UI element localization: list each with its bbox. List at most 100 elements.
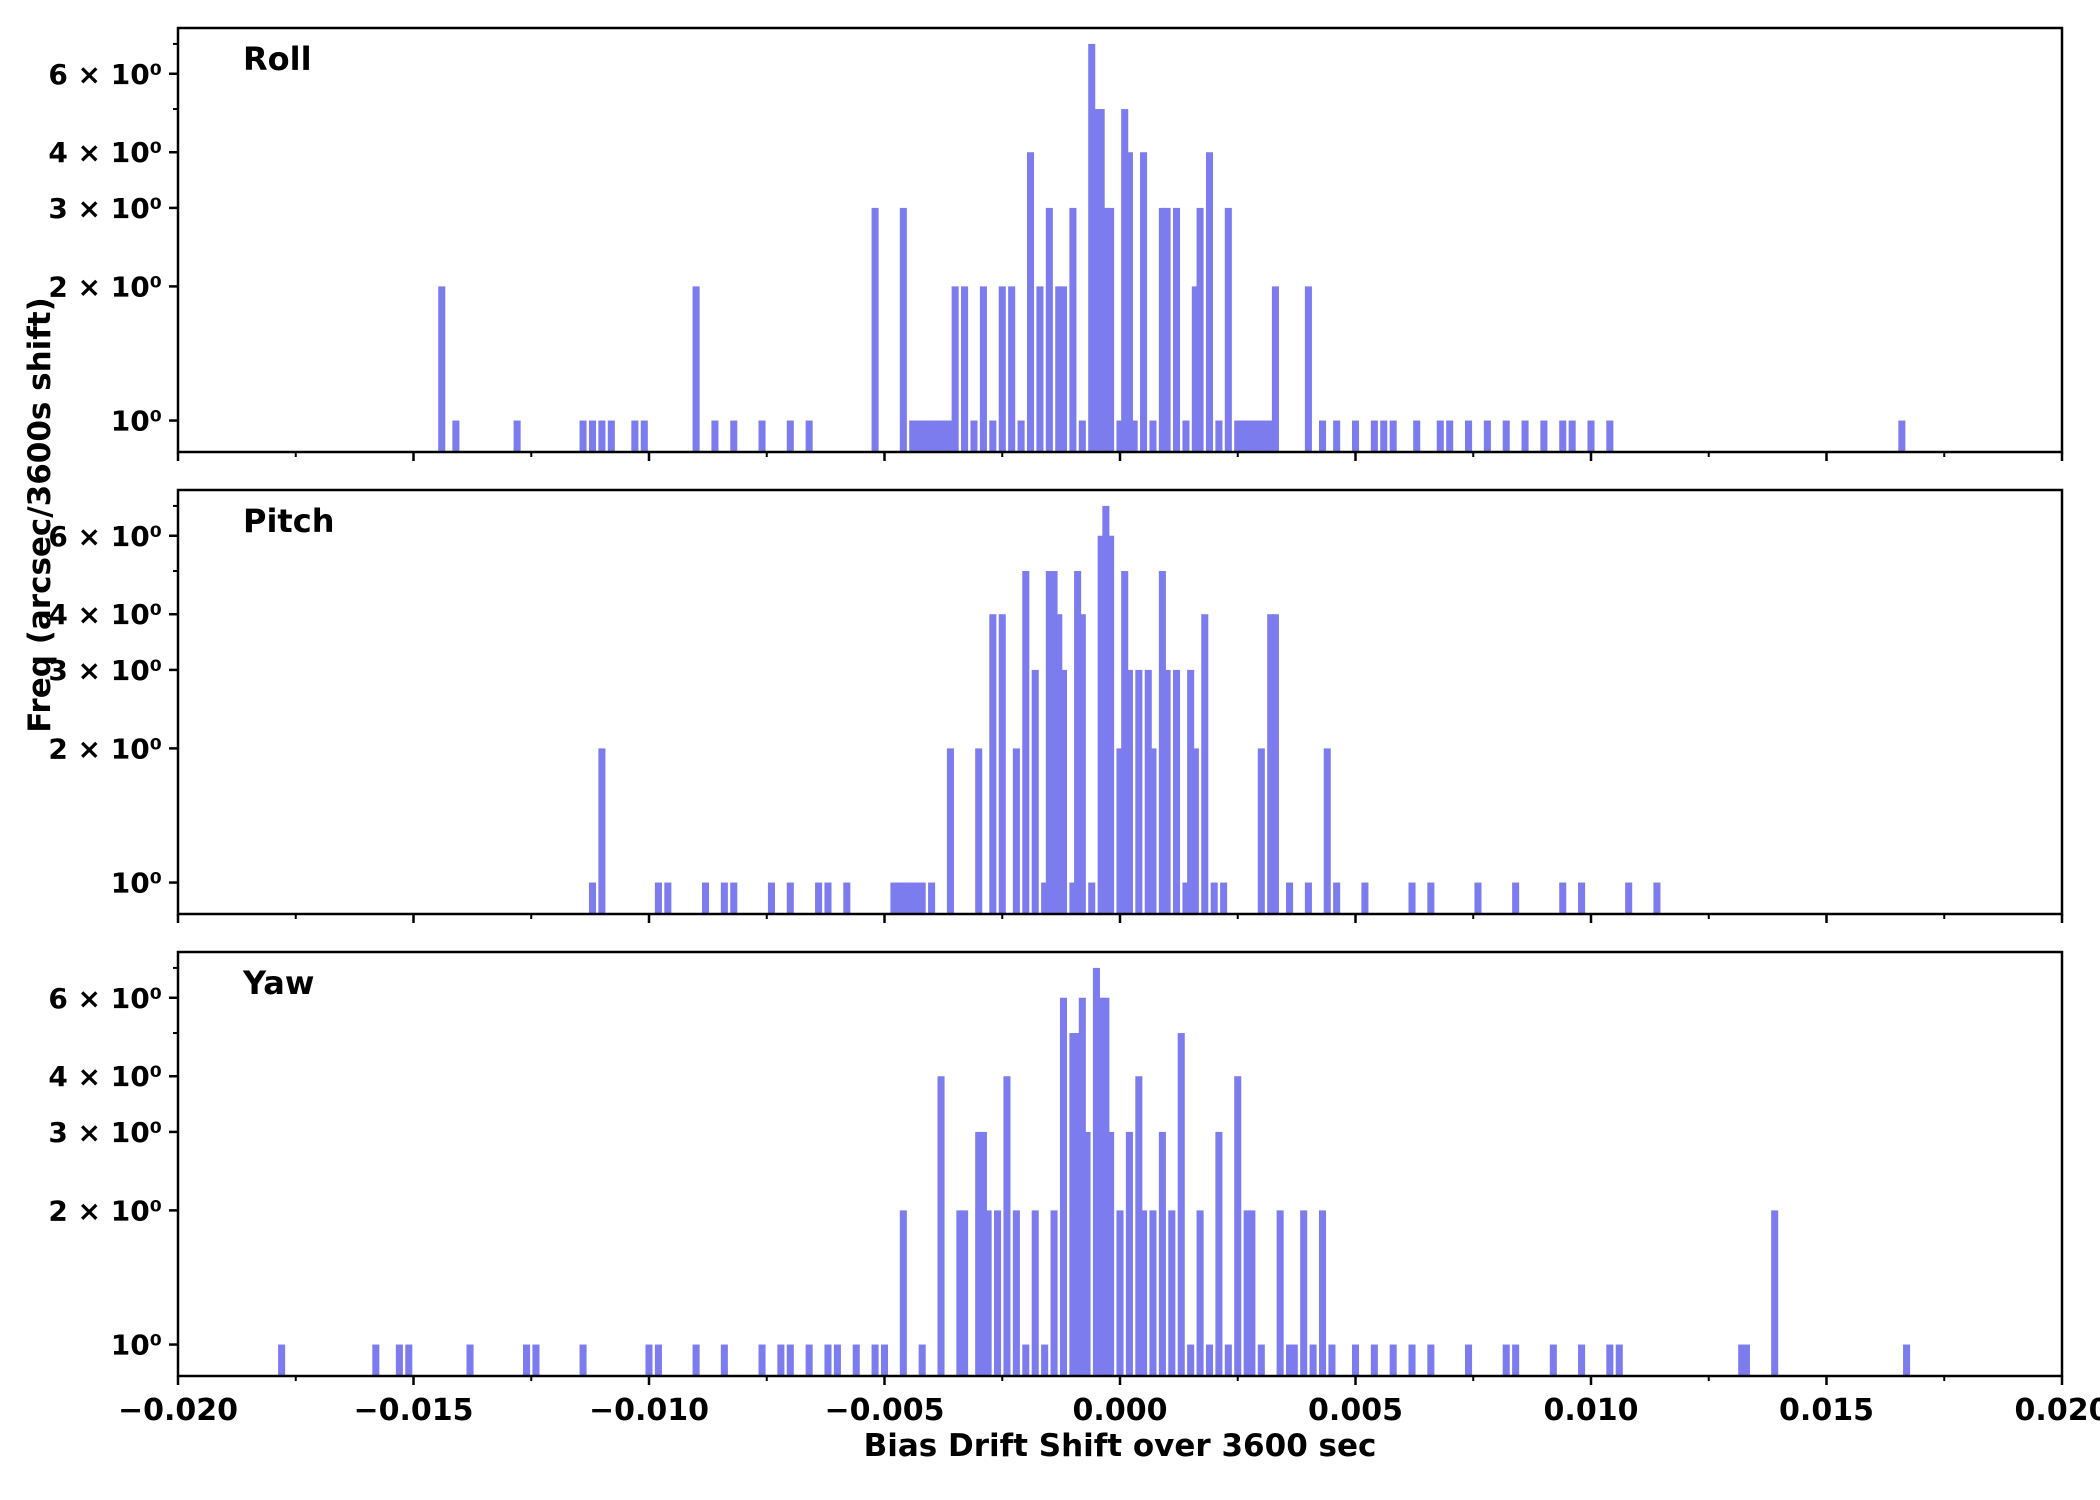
histogram-bar (1191, 286, 1199, 452)
histogram-bar (1267, 420, 1275, 452)
y-tick-label: 3 × 10⁰ (48, 192, 162, 225)
histogram-bar (975, 748, 983, 914)
histogram-bar (899, 207, 907, 452)
histogram-bar (1512, 1344, 1520, 1376)
histogram-bar (1898, 420, 1906, 452)
histogram-bar (278, 1344, 286, 1376)
histogram-bar (395, 1344, 403, 1376)
histogram-bar (1069, 207, 1077, 452)
histogram-bar (1059, 997, 1068, 1376)
histogram-bar (1304, 882, 1312, 914)
histogram-bar (1172, 207, 1181, 452)
histogram-bar (588, 882, 597, 914)
histogram-bar (1168, 1210, 1176, 1376)
histogram-bar (786, 420, 794, 452)
histogram-bar (1215, 420, 1223, 452)
y-tick-label: 10⁰ (111, 867, 162, 900)
histogram-bar (970, 420, 978, 452)
histogram-bar (1771, 1210, 1779, 1376)
histogram-bar (1088, 43, 1096, 453)
x-tick-label: 0.010 (1544, 1393, 1639, 1428)
histogram-bar (989, 420, 997, 452)
histogram-bar (1248, 420, 1256, 452)
histogram-bar (871, 1344, 879, 1376)
histogram-bar (1257, 1344, 1265, 1376)
histogram-bar (928, 420, 936, 452)
histogram-bar (1107, 207, 1115, 452)
panel-label-roll: Roll (243, 40, 312, 78)
histogram-bar (1088, 882, 1096, 914)
histogram-bar (1097, 997, 1105, 1376)
histogram-bar (1135, 669, 1143, 914)
histogram-bar (1625, 882, 1633, 914)
histogram-bar (937, 1076, 945, 1376)
histogram-bar (1427, 1344, 1435, 1376)
histogram-bar (1351, 420, 1360, 452)
histogram-bar (1140, 152, 1148, 453)
histogram-bar (1502, 1344, 1510, 1376)
histogram-bar (824, 1344, 832, 1376)
histogram-bar (1606, 1344, 1614, 1376)
histogram-bar (1234, 420, 1242, 452)
histogram-bar (1578, 882, 1586, 914)
histogram-bar (523, 1344, 531, 1376)
histogram-bar (1201, 614, 1209, 914)
histogram-bar (1257, 748, 1265, 914)
histogram-bar (1323, 748, 1331, 914)
histogram-bar (588, 420, 597, 452)
histogram-bar (1177, 1033, 1185, 1376)
histogram-bar (1017, 420, 1025, 452)
histogram-bar (1121, 109, 1129, 452)
histogram-bar (942, 420, 950, 452)
histogram-bar (1107, 535, 1115, 914)
histogram-bar (631, 420, 639, 452)
histogram-bar (1191, 748, 1199, 914)
histogram-bar (1286, 882, 1294, 914)
histogram-bar (1182, 420, 1190, 452)
histogram-bar (1182, 882, 1190, 914)
histogram-bar (1436, 420, 1444, 452)
histogram-bar (1304, 286, 1312, 452)
histogram-bar (961, 286, 969, 452)
histogram-bar (895, 882, 903, 914)
histogram-bar (1286, 1344, 1294, 1376)
histogram-bar (640, 420, 648, 452)
histogram-bar (720, 1344, 728, 1376)
histogram-bar (1187, 669, 1195, 914)
y-tick-label: 6 × 10⁰ (48, 982, 162, 1015)
histogram-bar (1333, 882, 1341, 914)
x-tick-label: 0.000 (1073, 1393, 1168, 1428)
histogram-bar (852, 1344, 860, 1376)
histogram-bar (1022, 571, 1030, 914)
y-tick-label: 2 × 10⁰ (48, 270, 162, 303)
histogram-bar (758, 1344, 766, 1376)
histogram-bar (1738, 1344, 1746, 1376)
histogram-bar (961, 1210, 969, 1376)
histogram-bar (1116, 1210, 1124, 1376)
histogram-bar (1069, 882, 1077, 914)
histogram-bar (1559, 420, 1567, 452)
histogram-bar (777, 1344, 785, 1376)
histogram-bar (1234, 1076, 1242, 1376)
panel-label-yaw: Yaw (243, 964, 315, 1002)
x-tick-label: −0.020 (118, 1393, 238, 1428)
histogram-bar (1196, 1210, 1204, 1376)
histogram-bar (1031, 669, 1039, 914)
histogram-bar (1380, 420, 1388, 452)
y-tick-label: 3 × 10⁰ (48, 1116, 162, 1149)
histogram-bar (1389, 1344, 1397, 1376)
histogram-bar (1097, 109, 1105, 452)
histogram-bar (607, 420, 615, 452)
histogram-bar (1615, 1344, 1623, 1376)
histogram-bar (1050, 571, 1058, 914)
histogram-bar (466, 1344, 474, 1376)
histogram-bar (1078, 614, 1086, 914)
y-tick-label: 3 × 10⁰ (48, 654, 162, 687)
histogram-bar (904, 882, 912, 914)
histogram-bar (1144, 669, 1152, 914)
histogram-bar (598, 420, 606, 452)
panel-pitch: 10⁰ 2 × 10⁰ 3 × 10⁰ 4 × 10⁰ 6 × 10⁰ (48, 488, 2064, 923)
histogram-bar (1427, 882, 1435, 914)
histogram-bar (1361, 882, 1369, 914)
